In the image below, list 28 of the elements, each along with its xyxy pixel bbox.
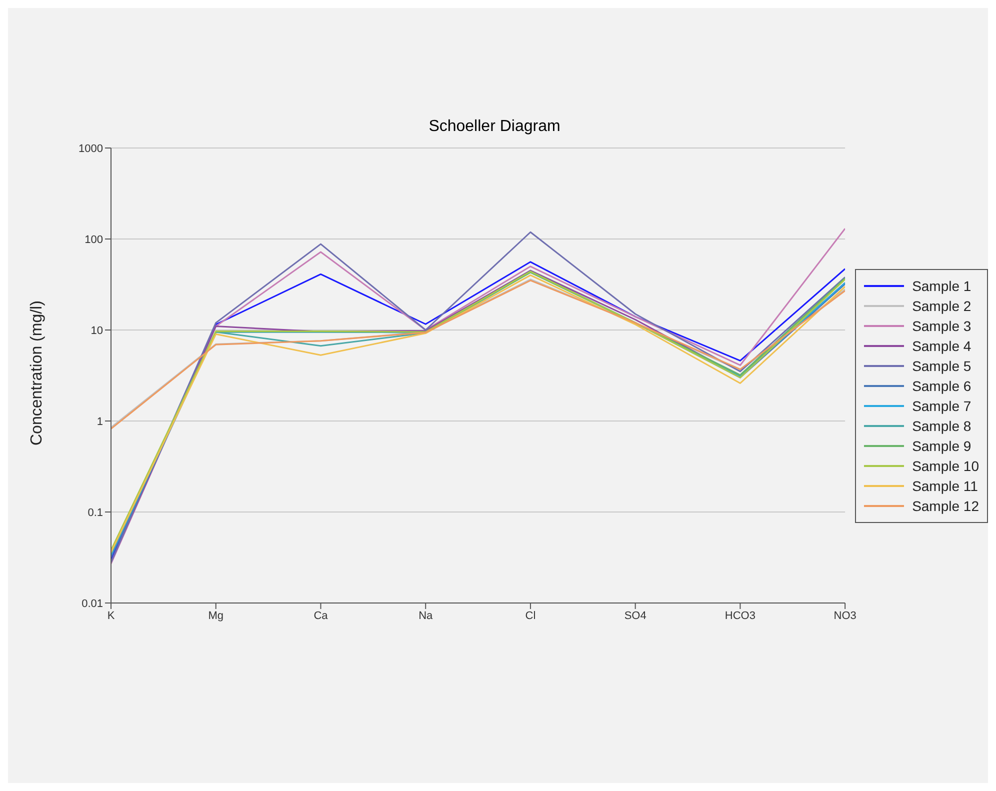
legend-label: Sample 10 <box>912 456 979 476</box>
x-tick-label: Mg <box>208 610 224 622</box>
x-tick-label: Na <box>418 610 434 622</box>
x-tick-label: SO4 <box>624 610 646 622</box>
legend-label: Sample 12 <box>912 496 979 516</box>
x-tick-label: Cl <box>525 610 536 622</box>
y-tick-label: 100 <box>84 234 103 246</box>
x-tick-label: HCO3 <box>724 610 756 622</box>
y-tick-label: 10 <box>90 324 103 337</box>
legend-label: Sample 9 <box>912 436 972 456</box>
y-tick-label: 0.01 <box>82 598 103 610</box>
y-tick-label: 0.1 <box>88 506 103 519</box>
chart-title: Schoeller Diagram <box>428 118 562 136</box>
legend-label: Sample 1 <box>912 276 972 296</box>
legend-label: Sample 8 <box>912 416 972 436</box>
y-axis-title: Concentration (mg/l) <box>28 300 46 446</box>
x-tick-label: Ca <box>314 610 329 622</box>
legend-label: Sample 2 <box>912 296 972 316</box>
legend-label: Sample 3 <box>912 316 972 336</box>
legend-label: Sample 5 <box>912 356 972 376</box>
x-tick-label: NO3 <box>834 610 856 622</box>
y-tick-label: 1 <box>96 416 103 428</box>
y-tick-label: 1000 <box>78 142 103 155</box>
legend-label: Sample 7 <box>912 396 972 416</box>
x-tick-label: K <box>107 610 116 622</box>
legend-label: Sample 4 <box>912 336 972 356</box>
legend-label: Sample 6 <box>912 376 972 396</box>
legend-label: Sample 11 <box>912 476 978 496</box>
